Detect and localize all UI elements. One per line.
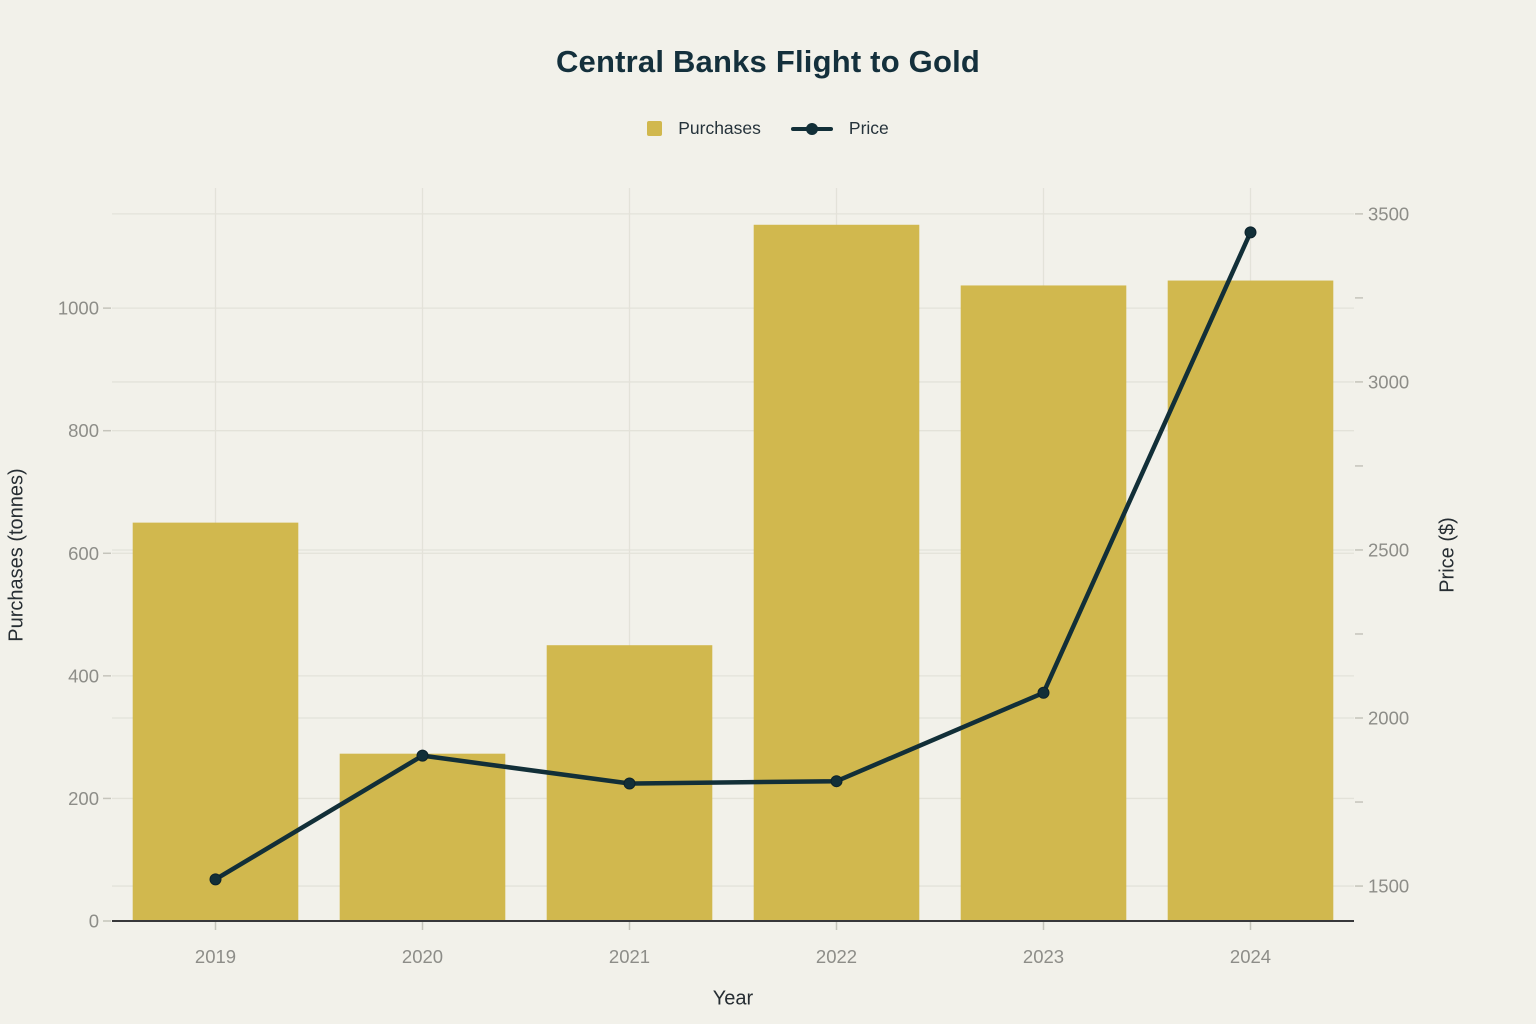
- purchases-swatch-icon: [647, 121, 663, 136]
- price-point-2022[interactable]: [830, 775, 843, 788]
- x-tick-label-2022: 2022: [816, 946, 857, 967]
- legend-item-price[interactable]: Price: [790, 118, 889, 139]
- bar-2023[interactable]: [960, 285, 1127, 921]
- left-tick-label-400: 400: [68, 665, 99, 686]
- price-line-marker-icon: [790, 121, 833, 136]
- x-tick-label-2023: 2023: [1023, 946, 1064, 967]
- legend-item-purchases[interactable]: Purchases: [647, 118, 761, 139]
- left-tick-label-600: 600: [68, 543, 99, 564]
- legend-label-price: Price: [848, 118, 889, 138]
- right-tick-label-3500: 3500: [1368, 203, 1409, 224]
- x-tick-label-2020: 2020: [402, 946, 443, 967]
- x-axis-title: Year: [712, 987, 754, 1010]
- chart-title: Central Banks Flight to Gold: [555, 44, 981, 79]
- left-tick-label-1000: 1000: [58, 298, 99, 319]
- price-point-2023[interactable]: [1037, 686, 1050, 699]
- price-point-2020[interactable]: [416, 749, 429, 762]
- price-point-2021[interactable]: [623, 777, 636, 790]
- x-tick-label-2024: 2024: [1230, 946, 1271, 967]
- bar-2020[interactable]: [339, 753, 506, 921]
- x-tick-label-2021: 2021: [609, 946, 650, 967]
- bar-2019[interactable]: [132, 522, 299, 921]
- price-line[interactable]: [213, 230, 1253, 882]
- right-tick-label-2500: 2500: [1368, 539, 1409, 560]
- price-point-2019[interactable]: [209, 873, 222, 886]
- bar-2024[interactable]: [1167, 280, 1334, 921]
- bar-2022[interactable]: [753, 224, 920, 921]
- right-tick-label-2000: 2000: [1368, 708, 1409, 729]
- right-tick-label-1500: 1500: [1368, 876, 1409, 897]
- right-tick-label-3000: 3000: [1368, 371, 1409, 392]
- x-tick-label-2019: 2019: [195, 946, 236, 967]
- price-point-2024[interactable]: [1244, 226, 1257, 239]
- legend: Purchases Price: [0, 118, 1536, 139]
- left-tick-label-200: 200: [68, 788, 99, 809]
- left-tick-label-0: 0: [89, 911, 99, 932]
- left-tick-label-800: 800: [68, 420, 99, 441]
- legend-label-purchases: Purchases: [678, 118, 761, 138]
